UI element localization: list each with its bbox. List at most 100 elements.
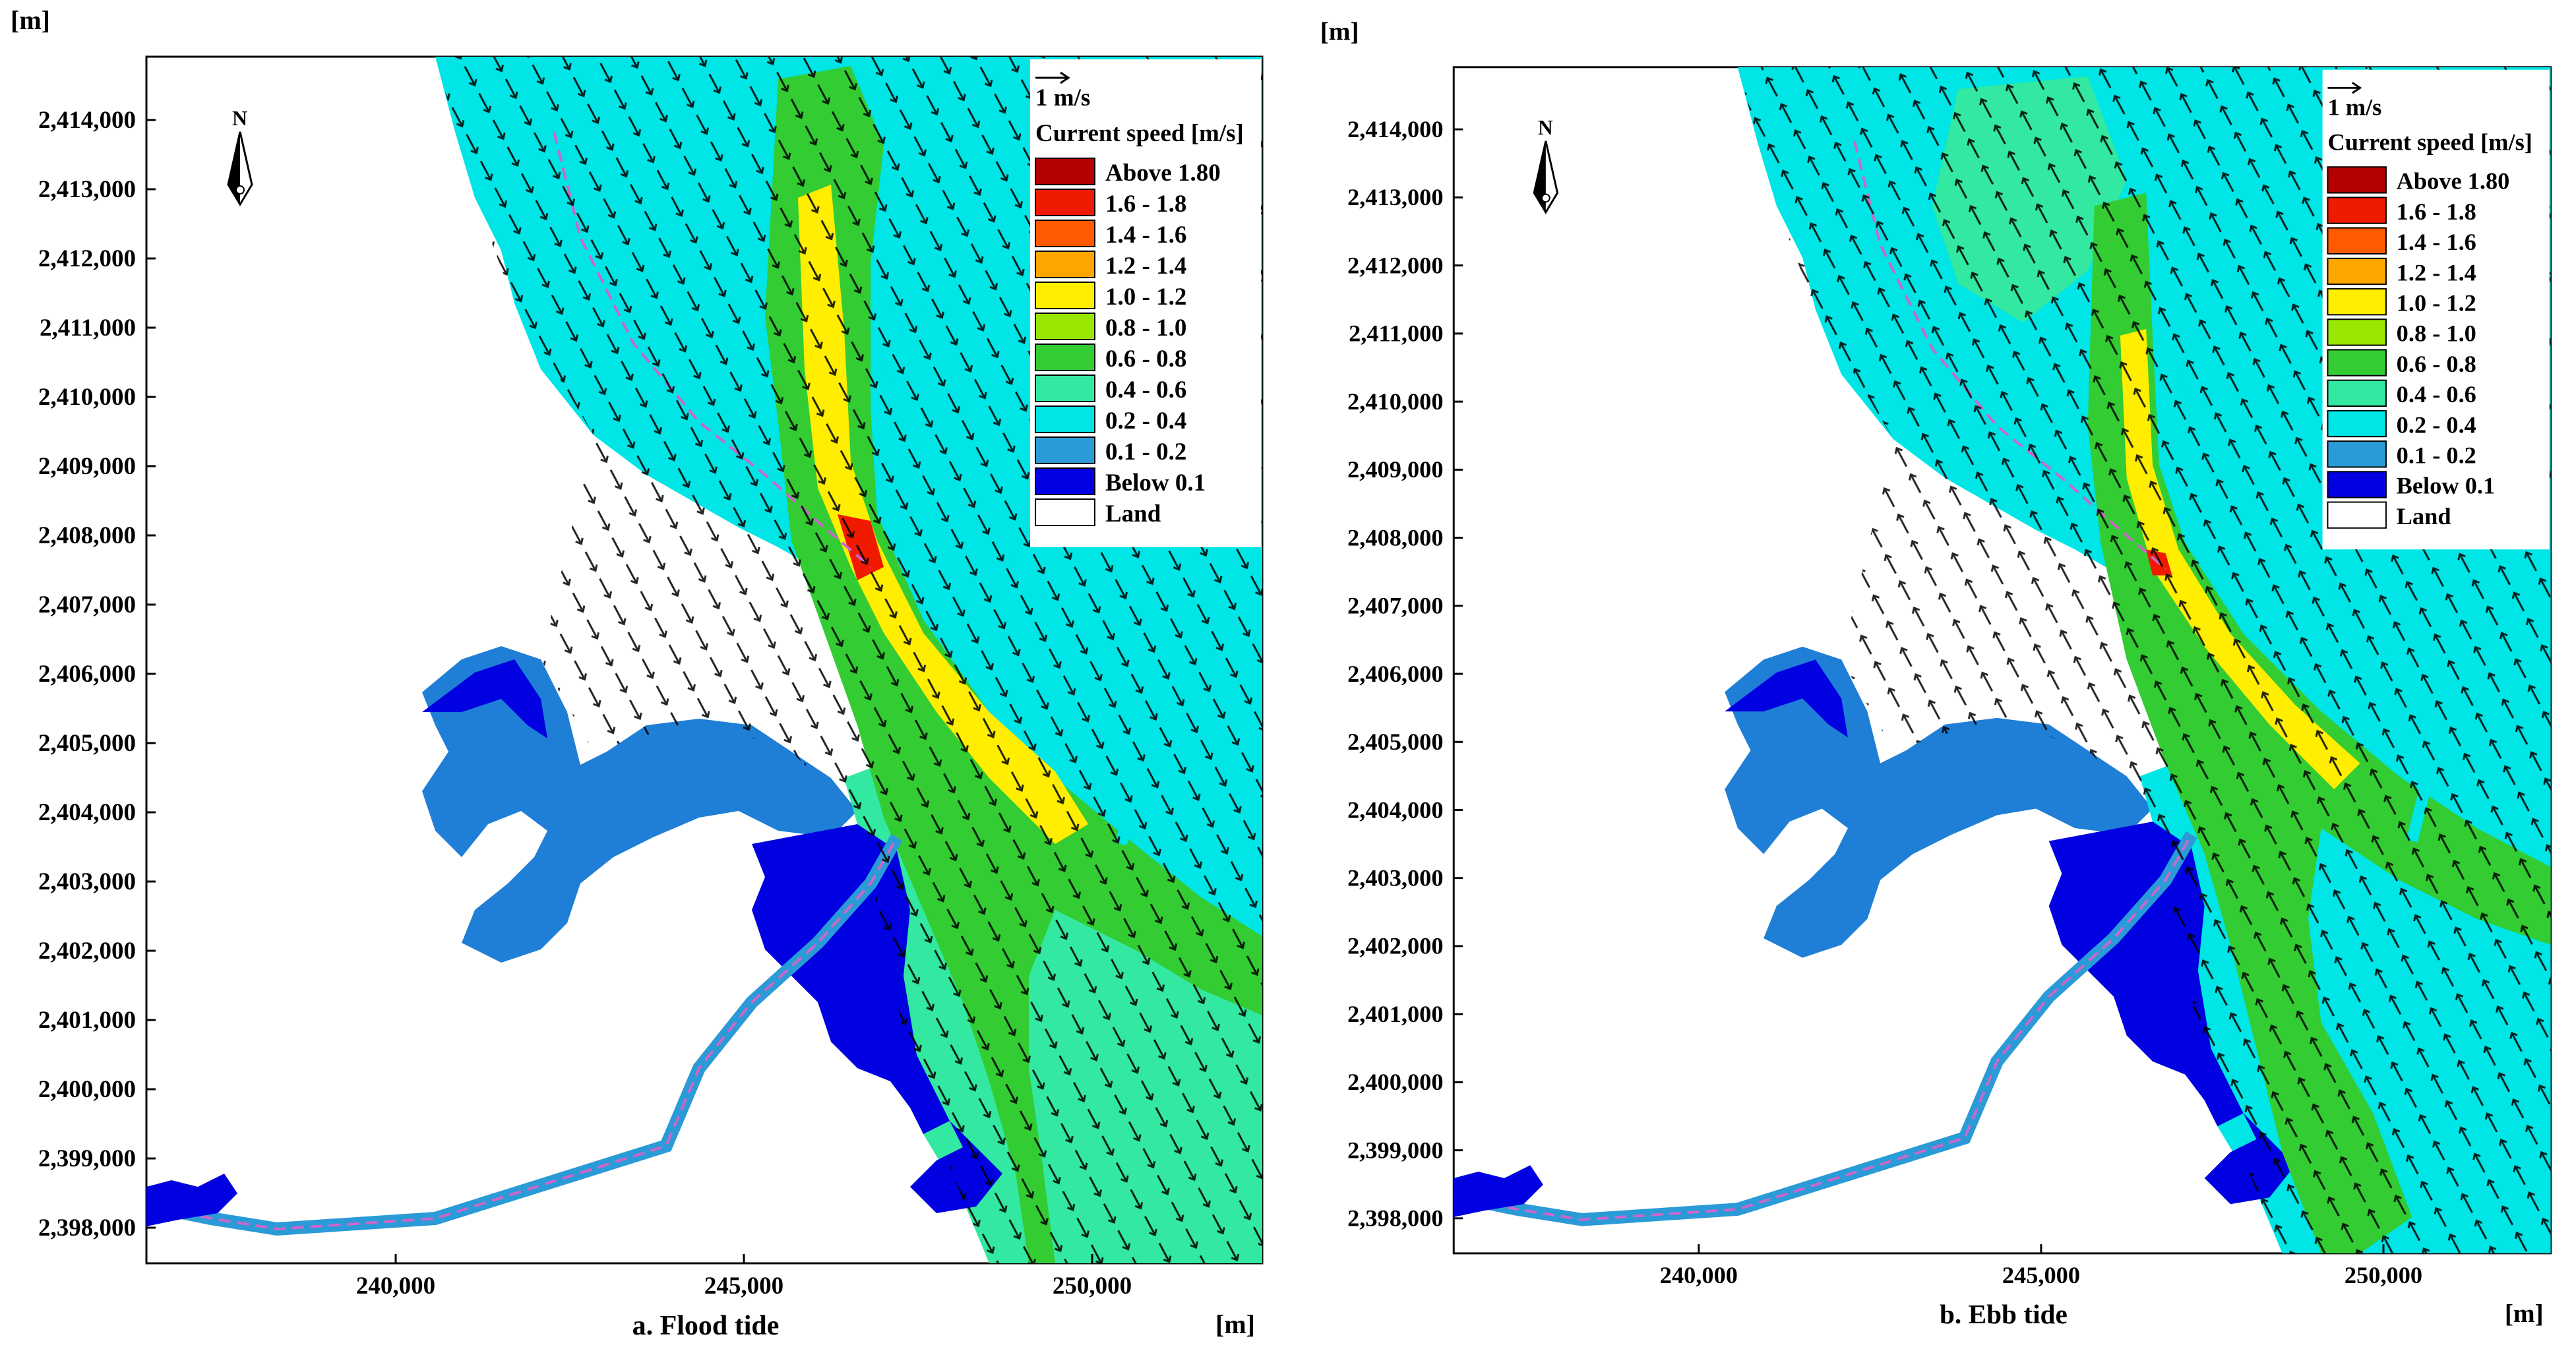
legend-swatch xyxy=(2327,501,2387,529)
legend-swatch xyxy=(1035,158,1095,185)
legend-title: Current speed [m/s] xyxy=(2327,129,2532,156)
x-tick-label: 245,000 xyxy=(2002,1262,2080,1288)
legend-entries: Above 1.80 1.6 - 1.8 1.4 - 1.6 1.2 - 1.4… xyxy=(2327,166,2509,529)
legend-swatch xyxy=(1035,375,1095,402)
scale-arrow-icon xyxy=(2327,82,2362,94)
legend-label: 1.0 - 1.2 xyxy=(1105,284,1186,311)
scale-label: 1 m/s xyxy=(1035,84,1090,111)
legend-swatch xyxy=(2327,471,2387,498)
y-tick-label: 2,402,000 xyxy=(38,938,136,965)
y-tick-label: 2,410,000 xyxy=(1347,388,1443,415)
legend-label: 0.4 - 0.6 xyxy=(2397,381,2476,407)
y-axis: 2,414,000 2,413,000 2,412,000 2,411,000 … xyxy=(1347,116,1443,1232)
west-inlet xyxy=(1454,1165,1543,1217)
y-tick-label: 2,400,000 xyxy=(1347,1069,1443,1095)
legend-label: 0.4 - 0.6 xyxy=(1105,376,1186,404)
y-tick-label: 2,401,000 xyxy=(38,1007,136,1034)
x-tick-marks xyxy=(1698,1244,2385,1253)
y-tick-label: 2,411,000 xyxy=(40,315,136,342)
x-tick-label: 245,000 xyxy=(704,1273,783,1300)
y-tick-label: 2,404,000 xyxy=(38,799,136,826)
legend-label: Above 1.80 xyxy=(1105,160,1221,187)
y-tick-label: 2,399,000 xyxy=(1347,1137,1443,1163)
y-tick-marks xyxy=(1454,128,1463,1220)
legend-swatch xyxy=(2327,318,2387,346)
legend-entries: Above 1.80 1.6 - 1.8 1.4 - 1.6 1.2 - 1.4… xyxy=(1035,158,1221,527)
legend-swatch xyxy=(1035,282,1095,309)
x-tick-label: 240,000 xyxy=(356,1273,435,1300)
legend-swatch xyxy=(2327,288,2387,316)
legend-label: 0.8 - 1.0 xyxy=(2397,320,2476,347)
y-tick-label: 2,412,000 xyxy=(38,245,136,272)
y-tick-label: 2,409,000 xyxy=(38,453,136,480)
y-unit-label: [m] xyxy=(1320,17,1359,46)
west-bay-deep-blue xyxy=(422,659,547,738)
legend-swatch xyxy=(1035,313,1095,340)
x-unit-label: [m] xyxy=(1215,1309,1255,1339)
legend-label: 0.1 - 0.2 xyxy=(2397,442,2476,469)
y-tick-label: 2,408,000 xyxy=(38,522,136,549)
y-tick-label: 2,412,000 xyxy=(1347,252,1443,278)
legend-label: 1.6 - 1.8 xyxy=(1105,191,1186,218)
x-tick-label: 250,000 xyxy=(2345,1262,2422,1288)
y-tick-label: 2,405,000 xyxy=(38,730,136,757)
x-unit-label: [m] xyxy=(2505,1299,2544,1328)
y-tick-label: 2,413,000 xyxy=(38,176,136,203)
legend-swatch xyxy=(1035,344,1095,371)
legend-label: 0.1 - 0.2 xyxy=(1105,438,1186,465)
panel-caption: a. Flood tide xyxy=(632,1311,780,1341)
legend-label: Land xyxy=(2397,503,2451,529)
legend-label: 1.0 - 1.2 xyxy=(2397,289,2476,316)
panel-caption: b. Ebb tide xyxy=(1940,1299,2068,1329)
y-tick-label: 2,407,000 xyxy=(38,591,136,618)
x-tick-marks xyxy=(394,1254,1093,1263)
legend-label: 1.4 - 1.6 xyxy=(2397,229,2476,255)
y-tick-label: 2,402,000 xyxy=(1347,933,1443,959)
y-tick-label: 2,403,000 xyxy=(38,868,136,895)
legend-swatch xyxy=(2327,440,2387,468)
legend-label: 0.2 - 0.4 xyxy=(1105,407,1186,435)
y-unit-label: [m] xyxy=(11,5,50,35)
legend-label: Land xyxy=(1105,500,1161,527)
legend-swatch xyxy=(2327,409,2387,438)
y-tick-label: 2,404,000 xyxy=(1347,796,1443,823)
legend-swatch xyxy=(2327,379,2387,407)
legend-swatch xyxy=(2327,166,2387,194)
north-arrow: N xyxy=(1533,116,1559,214)
north-label: N xyxy=(232,106,247,130)
y-tick-label: 2,408,000 xyxy=(1347,524,1443,551)
legend-swatch xyxy=(1035,436,1095,464)
panel-ebb-tide: [m] [m] N xyxy=(1310,0,2576,1349)
west-bay-deep-blue xyxy=(1725,659,1848,738)
x-axis: 240,000 245,000 250,000 xyxy=(1660,1262,2422,1288)
y-tick-label: 2,413,000 xyxy=(1347,184,1443,210)
legend-swatch xyxy=(2327,257,2387,285)
north-arrow: N xyxy=(227,106,253,206)
legend-label: 0.2 - 0.4 xyxy=(2397,411,2476,438)
y-tick-label: 2,414,000 xyxy=(1347,116,1443,142)
y-tick-label: 2,407,000 xyxy=(1347,593,1443,619)
y-tick-marks xyxy=(146,119,156,1229)
north-label: N xyxy=(1538,116,1553,139)
legend-label: Below 0.1 xyxy=(1105,469,1206,496)
legend-swatch xyxy=(1035,405,1095,433)
legend-label: 0.6 - 0.8 xyxy=(1105,345,1186,373)
legend-label: 0.6 - 0.8 xyxy=(2397,351,2476,377)
legend-label: 1.2 - 1.4 xyxy=(1105,253,1186,280)
channel-marker-line xyxy=(1454,833,2193,1221)
legend-label: 1.6 - 1.8 xyxy=(2397,198,2476,225)
y-tick-label: 2,400,000 xyxy=(38,1076,136,1103)
legend-title: Current speed [m/s] xyxy=(1035,120,1244,147)
legend-swatch xyxy=(1035,467,1095,495)
y-axis: 2,414,000 2,413,000 2,412,000 2,411,000 … xyxy=(38,107,136,1242)
y-tick-label: 2,401,000 xyxy=(1347,1001,1443,1027)
scale-arrow-icon xyxy=(1035,71,1070,84)
channel-marker-line xyxy=(146,837,898,1231)
y-tick-label: 2,410,000 xyxy=(38,384,136,411)
x-axis: 240,000 245,000 250,000 xyxy=(356,1273,1132,1300)
legend-label: 0.8 - 1.0 xyxy=(1105,315,1186,342)
y-tick-label: 2,399,000 xyxy=(38,1145,136,1172)
y-tick-label: 2,409,000 xyxy=(1347,456,1443,483)
y-tick-label: 2,398,000 xyxy=(38,1214,136,1242)
x-tick-label: 240,000 xyxy=(1660,1262,1738,1288)
